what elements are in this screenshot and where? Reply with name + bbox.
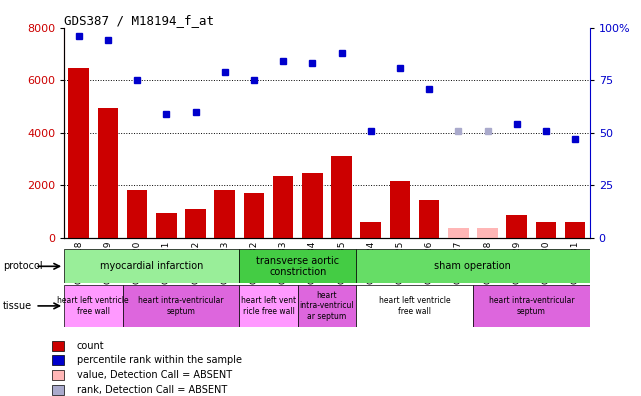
Bar bbox=[239, 249, 356, 283]
Bar bbox=[69, 69, 89, 238]
Bar bbox=[419, 200, 439, 238]
Bar bbox=[473, 285, 590, 327]
Bar bbox=[565, 222, 585, 238]
Text: percentile rank within the sample: percentile rank within the sample bbox=[77, 355, 242, 366]
Bar bbox=[448, 228, 469, 238]
Bar bbox=[244, 193, 264, 238]
Bar bbox=[64, 285, 122, 327]
Bar bbox=[297, 285, 356, 327]
Bar bbox=[64, 249, 239, 283]
Text: tissue: tissue bbox=[3, 301, 32, 311]
Text: sham operation: sham operation bbox=[435, 261, 512, 271]
Text: GDS387 / M18194_f_at: GDS387 / M18194_f_at bbox=[64, 13, 214, 27]
Text: rank, Detection Call = ABSENT: rank, Detection Call = ABSENT bbox=[77, 385, 227, 395]
Bar bbox=[52, 341, 65, 350]
Bar bbox=[215, 190, 235, 238]
Bar bbox=[97, 108, 118, 238]
Text: heart intra-ventricular
septum: heart intra-ventricular septum bbox=[138, 296, 224, 316]
Text: protocol: protocol bbox=[3, 261, 43, 271]
Bar bbox=[52, 385, 65, 395]
Bar bbox=[127, 190, 147, 238]
Bar bbox=[331, 156, 352, 238]
Text: myocardial infarction: myocardial infarction bbox=[100, 261, 203, 271]
Bar bbox=[506, 215, 527, 238]
Text: heart left vent
ricle free wall: heart left vent ricle free wall bbox=[241, 296, 296, 316]
Bar bbox=[356, 285, 473, 327]
Text: value, Detection Call = ABSENT: value, Detection Call = ABSENT bbox=[77, 370, 232, 380]
Text: heart left ventricle
free wall: heart left ventricle free wall bbox=[58, 296, 129, 316]
Text: heart
intra-ventricul
ar septum: heart intra-ventricul ar septum bbox=[299, 291, 354, 321]
Bar bbox=[390, 181, 410, 238]
Bar bbox=[52, 370, 65, 380]
Text: heart left ventricle
free wall: heart left ventricle free wall bbox=[379, 296, 451, 316]
Bar bbox=[185, 209, 206, 238]
Text: heart intra-ventricular
septum: heart intra-ventricular septum bbox=[488, 296, 574, 316]
Bar bbox=[356, 249, 590, 283]
Bar bbox=[52, 356, 65, 365]
Bar bbox=[239, 285, 297, 327]
Bar bbox=[360, 222, 381, 238]
Bar bbox=[156, 213, 176, 238]
Bar bbox=[302, 173, 322, 238]
Bar bbox=[478, 228, 498, 238]
Text: count: count bbox=[77, 341, 104, 351]
Text: transverse aortic
constriction: transverse aortic constriction bbox=[256, 255, 339, 277]
Bar bbox=[536, 222, 556, 238]
Bar bbox=[273, 176, 294, 238]
Bar bbox=[122, 285, 239, 327]
